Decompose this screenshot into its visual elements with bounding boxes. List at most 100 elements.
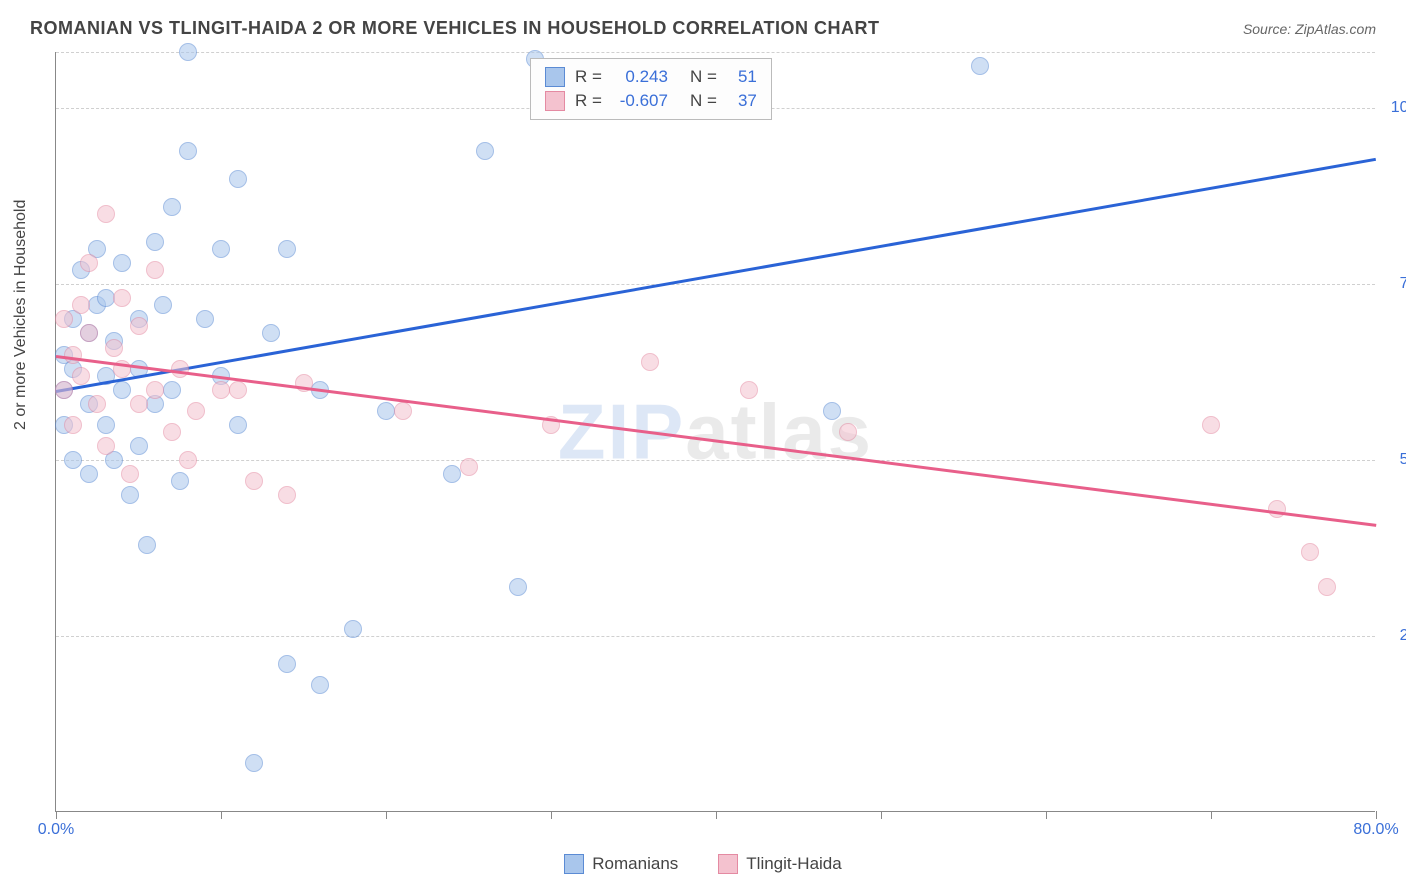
data-point [245,472,263,490]
stats-row: R = -0.607 N = 37 [545,89,757,113]
data-point [476,142,494,160]
data-point [64,416,82,434]
data-point [171,472,189,490]
data-point [113,254,131,272]
data-point [641,353,659,371]
legend-swatch [718,854,738,874]
r-label: R = [575,91,602,111]
y-tick-label: 50.0% [1385,451,1406,469]
data-point [171,360,189,378]
data-point [130,395,148,413]
data-point [146,261,164,279]
x-tick-label: 0.0% [38,821,74,839]
data-point [1301,543,1319,561]
data-point [212,381,230,399]
stats-legend: R = 0.243 N = 51 R = -0.607 N = 37 [530,58,772,120]
data-point [72,367,90,385]
data-point [1318,578,1336,596]
data-point [97,437,115,455]
gridline [56,460,1375,461]
data-point [64,346,82,364]
data-point [113,289,131,307]
data-point [163,381,181,399]
data-point [80,254,98,272]
r-label: R = [575,67,602,87]
legend-swatch [545,91,565,111]
data-point [262,324,280,342]
data-point [839,423,857,441]
n-label: N = [690,67,717,87]
data-point [229,381,247,399]
data-point [146,233,164,251]
n-label: N = [690,91,717,111]
n-value: 37 [727,91,757,111]
x-tick [716,811,717,819]
data-point [97,416,115,434]
data-point [55,310,73,328]
y-tick-label: 75.0% [1385,275,1406,293]
data-point [278,240,296,258]
data-point [130,437,148,455]
data-point [179,43,197,61]
x-tick [1376,811,1377,819]
data-point [460,458,478,476]
data-point [121,486,139,504]
data-point [64,451,82,469]
data-point [154,296,172,314]
x-tick-label: 80.0% [1353,821,1398,839]
gridline [56,284,1375,285]
data-point [1202,416,1220,434]
data-point [196,310,214,328]
r-value: -0.607 [612,91,668,111]
data-point [179,142,197,160]
data-point [138,536,156,554]
data-point [55,381,73,399]
trend-line [56,355,1376,526]
legend-item: Romanians [564,854,678,874]
stats-row: R = 0.243 N = 51 [545,65,757,89]
data-point [212,240,230,258]
data-point [146,381,164,399]
data-point [394,402,412,420]
x-tick [386,811,387,819]
data-point [80,465,98,483]
x-tick [56,811,57,819]
legend-item: Tlingit-Haida [718,854,841,874]
data-point [97,289,115,307]
data-point [163,198,181,216]
data-point [163,423,181,441]
data-point [187,402,205,420]
watermark: ZIPatlas [558,386,873,477]
x-tick [1211,811,1212,819]
r-value: 0.243 [612,67,668,87]
legend-label: Romanians [592,854,678,874]
data-point [245,754,263,772]
data-point [229,416,247,434]
data-point [229,170,247,188]
data-point [443,465,461,483]
chart-header: ROMANIAN VS TLINGIT-HAIDA 2 OR MORE VEHI… [30,18,1376,39]
chart-source: Source: ZipAtlas.com [1243,21,1376,37]
chart-title: ROMANIAN VS TLINGIT-HAIDA 2 OR MORE VEHI… [30,18,880,39]
data-point [377,402,395,420]
data-point [278,486,296,504]
n-value: 51 [727,67,757,87]
x-tick [221,811,222,819]
x-tick [881,811,882,819]
y-tick-label: 100.0% [1385,99,1406,117]
data-point [121,465,139,483]
data-point [97,205,115,223]
trend-line [56,158,1376,393]
data-point [130,317,148,335]
data-point [344,620,362,638]
x-tick [551,811,552,819]
scatter-plot: ZIPatlas 25.0%50.0%75.0%100.0%0.0%80.0% [55,52,1375,812]
data-point [72,296,90,314]
data-point [823,402,841,420]
data-point [113,381,131,399]
y-axis-label: 2 or more Vehicles in Household [12,200,30,430]
gridline [56,636,1375,637]
data-point [971,57,989,75]
data-point [105,339,123,357]
data-point [278,655,296,673]
